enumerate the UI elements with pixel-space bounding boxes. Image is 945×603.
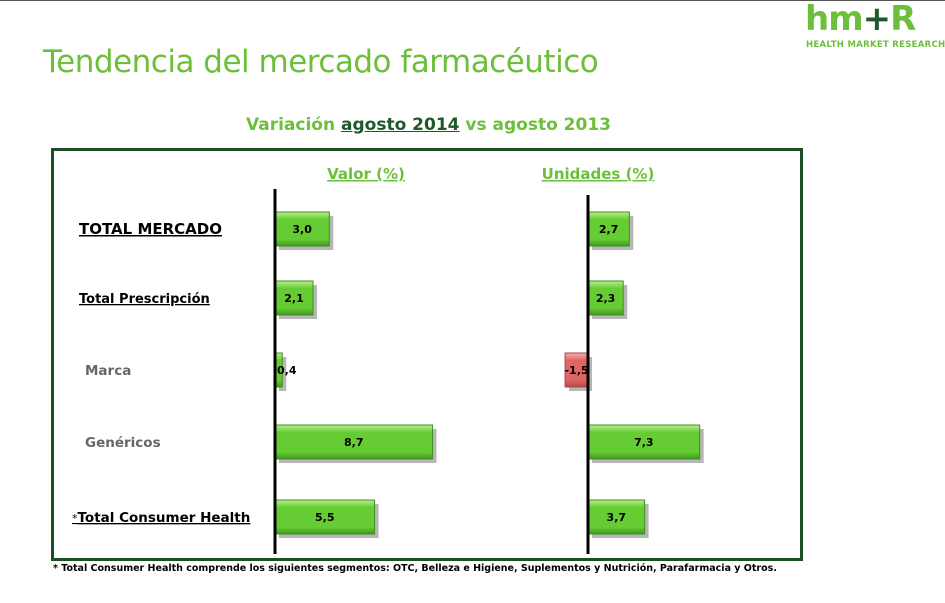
chart-frame: TOTAL MERCADO Total Prescripción Marca Gené… xyxy=(51,148,803,561)
bar-value-label: -1,5 xyxy=(564,364,588,377)
hmr-logo: hm+R HEALTH MARKET RESEARCH xyxy=(805,2,945,50)
bar-value-label: 5,5 xyxy=(315,511,335,524)
bar xyxy=(587,499,646,535)
category-label: Marca xyxy=(85,363,131,379)
bar xyxy=(587,280,624,316)
subtitle-highlight: agosto 2014 xyxy=(341,115,460,135)
category-label: Genéricos xyxy=(85,435,161,451)
bar-value-label: 7,3 xyxy=(634,436,654,449)
bar-value-label: 2,3 xyxy=(596,292,616,305)
category-name: Total Consumer Health xyxy=(78,510,251,526)
bar-chart: TOTAL MERCADO Total Prescripción Marca Gené… xyxy=(72,165,704,554)
bar xyxy=(274,211,330,247)
logo-mark-plus: + xyxy=(862,0,891,39)
top-rule xyxy=(0,0,945,1)
bar-value-label: 0,4 xyxy=(277,364,297,377)
series-header: Unidades (%) xyxy=(542,165,655,183)
category-label: TOTAL MERCADO xyxy=(79,220,222,238)
bar-value-label: 2,7 xyxy=(599,223,619,236)
category-prefix: * xyxy=(72,512,78,525)
subtitle-prefix: Variación xyxy=(246,115,341,135)
bar-value-label: 3,0 xyxy=(292,223,312,236)
logo-mark-right: R xyxy=(890,0,916,39)
logo-mark: hm+R xyxy=(805,0,916,39)
category-label: *Total Consumer Health xyxy=(72,510,250,526)
bar-value-label: 3,7 xyxy=(607,511,627,524)
page-title: Tendencia del mercado farmacéutico xyxy=(43,44,599,80)
bar-value-label: 8,7 xyxy=(344,436,364,449)
logo-mark-left: hm xyxy=(805,0,864,39)
chart-subtitle: Variación agosto 2014 vs agosto 2013 xyxy=(246,115,611,135)
bar xyxy=(587,424,701,460)
subtitle-suffix: vs agosto 2013 xyxy=(459,115,611,135)
category-name: TOTAL MERCADO xyxy=(79,220,222,238)
category-label: Total Prescripción xyxy=(79,292,210,307)
category-name: Total Prescripción xyxy=(79,292,210,307)
series-header: Valor (%) xyxy=(327,165,405,183)
category-name: Genéricos xyxy=(85,435,161,451)
logo-subtitle: HEALTH MARKET RESEARCH xyxy=(806,40,945,50)
footnote: * Total Consumer Health comprende los si… xyxy=(53,563,777,574)
category-name: Marca xyxy=(85,363,131,379)
bar-value-label: 2,1 xyxy=(284,292,304,305)
